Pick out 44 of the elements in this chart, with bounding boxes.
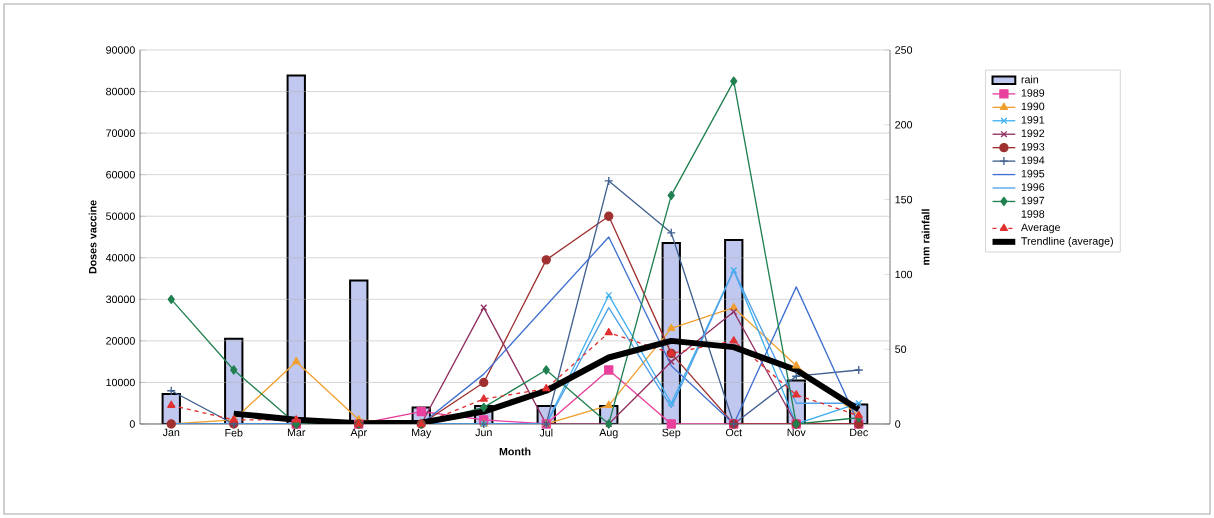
y-tick-label: 80000 [106, 87, 135, 96]
x-tick-label: May [412, 428, 432, 439]
x-tick-label: Sep [662, 428, 681, 439]
y-tick-label: 10000 [106, 378, 135, 387]
x-tick-label: Dec [850, 428, 868, 437]
y-axis-title: Doses vaccine [88, 200, 97, 274]
x-tick-label: Aug [599, 428, 618, 439]
x-tick-label: Mar [287, 428, 306, 437]
y2-tick-label: 250 [895, 46, 913, 54]
legend-label: Trendline (average) [1021, 236, 1113, 247]
legend-label: 1993 [1021, 142, 1045, 151]
x-tick-label: Jun [475, 428, 492, 437]
y-tick-label: 50000 [106, 212, 135, 220]
y-tick-label: 30000 [106, 295, 135, 304]
y2-axis-title: mm rainfall [921, 209, 930, 265]
legend-label: 1995 [1021, 169, 1045, 178]
y-tick-label: 60000 [106, 170, 135, 179]
y2-tick-label: 200 [895, 121, 913, 129]
x-axis-title: Month [499, 447, 531, 456]
legend-label: rain [1021, 75, 1039, 84]
x-tick-label: Nov [787, 428, 806, 437]
x-tick-label: Jul [539, 428, 553, 437]
legend-label: 1997 [1021, 196, 1045, 205]
legend-label: 1990 [1021, 102, 1045, 111]
y-tick-label: 90000 [106, 46, 135, 54]
x-tick-label: Feb [225, 428, 243, 437]
x-tick-label: Jan [162, 428, 180, 437]
legend-label: 1989 [1021, 89, 1045, 97]
x-tick-label: Apr [350, 428, 367, 439]
y-tick-label: 20000 [106, 337, 135, 345]
y2-tick-label: 50 [895, 345, 907, 353]
legend-label: 1996 [1021, 183, 1045, 191]
text: 1998 [1021, 210, 1045, 218]
legend-label: 1992 [1021, 129, 1045, 138]
legend-label: 1994 [1021, 156, 1045, 164]
y2-tick-label: 150 [895, 195, 913, 204]
y-tick-label: 70000 [106, 129, 135, 137]
legend-label: Average [1020, 223, 1061, 234]
legend-label: 1991 [1021, 116, 1045, 124]
x-tick-label: Oct [725, 428, 742, 437]
y-tick-label: 40000 [105, 254, 135, 262]
y2-tick-label: 100 [895, 270, 913, 279]
y-tick-label: 0 [129, 420, 135, 428]
y2-tick-label: 0 [895, 420, 901, 428]
